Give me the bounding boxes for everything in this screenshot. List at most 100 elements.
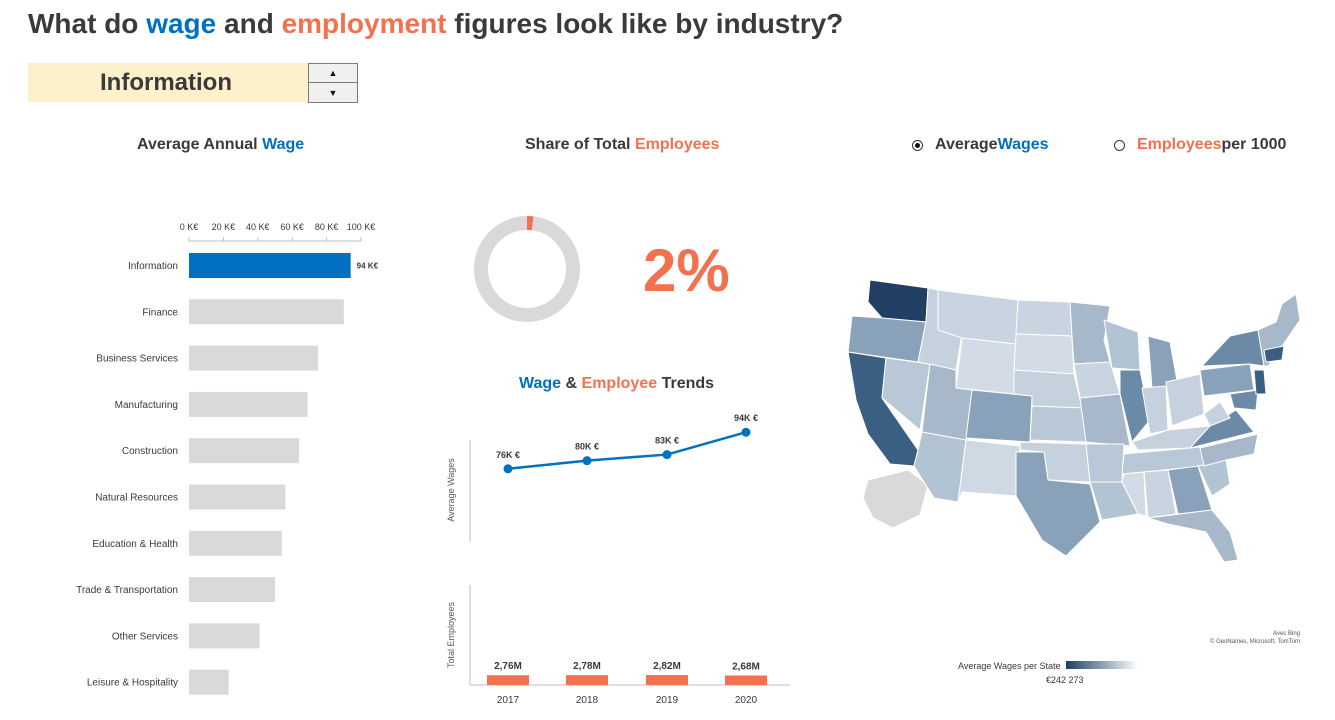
wage-trend-point: [582, 456, 592, 466]
employee-trend-bar: [646, 675, 688, 685]
employee-trend-bar-chart: Total Employees 2,76M 2017 2,78M 2018 2,82M 20…: [446, 585, 790, 706]
spin-up-button[interactable]: ▲: [309, 64, 357, 83]
map-state-kansas: [1029, 405, 1087, 443]
spin-down-button[interactable]: ▼: [309, 83, 357, 102]
employee-trend-bar: [725, 675, 767, 685]
map-state-mississippi: [1121, 471, 1147, 517]
wage-bar: [189, 484, 286, 510]
map-state-north-carolina: [1199, 433, 1259, 467]
employee-trend-data-label: 2,68M: [732, 661, 760, 672]
map-state-indiana: [1141, 385, 1169, 435]
radio-average-wages[interactable]: Average Wages: [912, 136, 1049, 154]
wage-trend-data-label: 76K €: [496, 450, 520, 460]
wage-axis-tick: 0 K€: [180, 222, 199, 232]
trend-year-tick: 2020: [735, 695, 758, 706]
title-employment-word: employment: [281, 8, 447, 39]
wage-trend-data-label: 94K €: [734, 413, 758, 423]
employee-trend-bar: [566, 675, 608, 685]
map-state-ohio: [1165, 373, 1205, 427]
employee-trend-bar: [487, 675, 529, 685]
wage-axis-tick: 80 K€: [315, 222, 339, 232]
donut-slice: [474, 216, 580, 322]
wage-category-label: Trade & Transportation: [76, 585, 178, 596]
wage-bar: [189, 299, 344, 325]
wage-category-label: Natural Resources: [95, 493, 178, 504]
wage-category-label: Information: [128, 261, 178, 272]
wage-bar: [189, 623, 260, 649]
radio-label-text: Wages: [997, 136, 1049, 153]
title-text: What do: [28, 8, 147, 39]
us-states-map: [847, 279, 1301, 563]
map-legend-value: €242 273: [1046, 675, 1084, 685]
map-state-maryland-delaware: [1229, 389, 1259, 411]
trends-title-trends: Trends: [657, 375, 715, 392]
map-state-north-dakota: [1015, 299, 1073, 337]
wage-axis-tick: 40 K€: [246, 222, 270, 232]
map-state-arkansas: [1085, 443, 1125, 483]
wage-trend-point: [662, 450, 672, 460]
wage-category-label: Other Services: [112, 631, 178, 642]
share-title-accent: Employees: [634, 136, 720, 153]
map-state-wyoming: [955, 337, 1017, 395]
wage-bar: [189, 530, 282, 556]
employee-trend-data-label: 2,78M: [573, 661, 601, 672]
map-state-minnesota: [1069, 301, 1111, 365]
wage-trend-point: [503, 464, 513, 474]
trends-title-amp: &: [561, 375, 582, 392]
average-wage-bar-chart: 0 K€ 20 K€ 40 K€ 60 K€ 80 K€ 100 K€ Informatio…: [76, 222, 379, 695]
radio-employees-per-1000[interactable]: Employees per 1000: [1114, 136, 1286, 154]
trend-year-tick: 2017: [497, 695, 520, 706]
wage-category-label: Education & Health: [92, 539, 178, 550]
trend-year-tick: 2018: [576, 695, 599, 706]
radio-button-icon[interactable]: [912, 139, 923, 151]
map-state-new-england: [1257, 293, 1301, 367]
map-state-south-dakota: [1013, 333, 1075, 375]
map-credit-line1: Avec Bing: [1273, 631, 1300, 637]
map-state-west-virginia: [1203, 401, 1231, 427]
wage-bar: [189, 669, 229, 695]
title-text: figures look like by industry?: [446, 8, 844, 39]
map-state-washington: [867, 279, 929, 323]
wage-bar: [189, 391, 308, 417]
wage-title-accent: Wage: [262, 136, 305, 153]
map-state-new-york: [1200, 329, 1265, 367]
trends-title-wage: Wage: [519, 375, 562, 392]
wage-category-label: Finance: [142, 307, 178, 318]
map-alaska: [862, 469, 929, 529]
share-panel-title: Share of Total Employees: [525, 136, 719, 154]
wage-trend-line: [507, 430, 747, 471]
map-state-new-mexico: [957, 439, 1021, 503]
title-wage-word: wage: [146, 8, 217, 39]
map-state-virginia: [1188, 409, 1255, 449]
trend-year-tick: 2019: [656, 695, 679, 706]
wage-axis-tick: 20 K€: [212, 222, 236, 232]
wage-category-label: Construction: [122, 446, 178, 457]
triangle-up-icon: ▲: [328, 68, 338, 78]
industry-spinner[interactable]: ▲ ▼: [308, 63, 358, 103]
map-state-texas: [1015, 451, 1101, 557]
map-state-nevada: [881, 357, 931, 431]
map-state-colorado: [965, 389, 1033, 443]
trend-line-ylabel: Average Wages: [446, 458, 456, 522]
industry-selector-value: Information: [100, 69, 232, 96]
map-state-missouri: [1079, 393, 1131, 447]
industry-selector[interactable]: Information: [28, 63, 308, 102]
title-text: and: [216, 8, 282, 39]
wage-axis-tick: 100 K€: [347, 222, 376, 232]
wage-category-label: Leisure & Hospitality: [87, 678, 178, 689]
share-title-text: Share of Total: [525, 136, 635, 153]
map-state-florida: [1147, 509, 1239, 563]
map-credit: Avec Bing © GeoNames, Microsoft, TomTom: [1190, 630, 1300, 647]
radio-label-text: Average: [935, 136, 998, 153]
wage-title-text: Average Annual: [137, 136, 263, 153]
map-state-massachusetts: [1263, 345, 1285, 363]
map-legend-gradient: [1066, 661, 1138, 669]
wage-trend-line-chart: Average Wages 76K € 80K € 83K € 94K €: [446, 413, 758, 542]
wage-bar: [189, 253, 351, 278]
wage-category-label: Manufacturing: [115, 400, 178, 411]
wage-bar-data-label: 94 K€: [357, 262, 379, 271]
triangle-down-icon: ▼: [328, 87, 338, 98]
employee-trend-data-label: 2,82M: [653, 661, 681, 672]
map-credit-line2: © GeoNames, Microsoft, TomTom: [1210, 639, 1300, 646]
radio-button-icon[interactable]: [1114, 139, 1125, 151]
